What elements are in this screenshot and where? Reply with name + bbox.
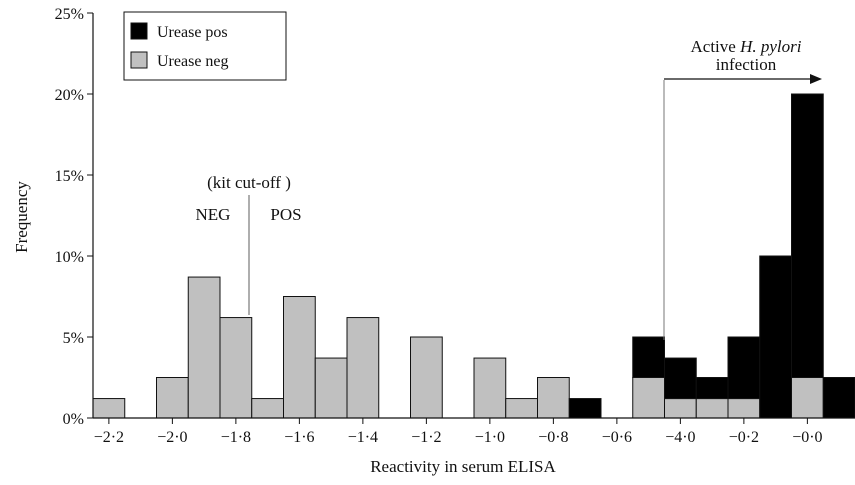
x-axis-label: Reactivity in serum ELISA: [370, 457, 556, 476]
x-tick-label: −1·8: [221, 429, 251, 446]
bar-urease-neg-1: [92, 398, 126, 419]
bar-urease-neg-19: [664, 398, 697, 419]
bar-urease-neg-7: [283, 296, 316, 419]
x-tick-label: −1·6: [284, 429, 314, 446]
bar-urease-neg-3: [156, 377, 189, 419]
arrow-head-icon: [810, 74, 822, 84]
legend: Urease pos Urease neg: [123, 11, 287, 81]
legend-label-urease-neg: Urease neg: [157, 53, 229, 70]
legend-swatch-urease-pos: [130, 22, 148, 40]
pos-label: POS: [270, 205, 301, 224]
active-infection-label-line1: Active H. pylori: [691, 37, 802, 56]
bar-urease-neg-20: [695, 398, 729, 419]
x-tick-label: −0·6: [602, 429, 632, 446]
bar-urease-pos-20: [695, 377, 729, 400]
x-tick-label: −0·2: [729, 429, 759, 446]
bar-urease-neg-6: [251, 398, 284, 419]
y-tick-label: 25%: [55, 6, 84, 23]
bar-urease-neg-9: [346, 317, 380, 419]
y-tick-label: 10%: [55, 249, 84, 266]
bar-urease-neg-5: [219, 317, 253, 419]
legend-label-urease-pos: Urease pos: [157, 24, 228, 41]
bar-urease-neg-15: [537, 377, 570, 419]
bar-urease-neg-13: [473, 357, 507, 419]
bar-urease-pos-21: [727, 336, 761, 400]
axes-layer: [92, 13, 855, 419]
y-tick-label: 0%: [63, 411, 84, 428]
bar-urease-neg-18: [632, 377, 665, 419]
bars-layer: [92, 93, 855, 419]
bar-urease-neg-11: [410, 336, 443, 419]
legend-swatch-urease-neg: [130, 51, 148, 69]
x-tick-label: −1·0: [475, 429, 505, 446]
x-tick-label: −2·2: [94, 429, 124, 446]
x-tick-label: −2·0: [157, 429, 187, 446]
bar-urease-neg-4: [187, 276, 221, 419]
bar-urease-pos-18: [632, 336, 665, 378]
active-label-italic: H. pylori: [739, 37, 802, 56]
x-tick-label: −4·0: [665, 429, 695, 446]
bar-urease-neg-21: [727, 398, 761, 419]
bar-urease-pos-19: [664, 357, 697, 400]
cutoff-label: (kit cut-off ): [207, 173, 291, 192]
x-tick-label: −1·2: [411, 429, 441, 446]
active-infection-label-line2: infection: [716, 55, 777, 74]
x-tick-label: −0·8: [538, 429, 568, 446]
x-tick-label: −1·4: [348, 429, 378, 446]
bar-urease-pos-23: [791, 93, 824, 378]
active-label-prefix: Active: [691, 37, 741, 56]
bar-urease-pos-24: [822, 377, 855, 419]
y-tick-label: 15%: [55, 168, 84, 185]
x-tick-label: −0·0: [792, 429, 822, 446]
bar-urease-pos-22: [759, 255, 792, 419]
bar-urease-neg-14: [505, 398, 538, 419]
bar-urease-neg-8: [314, 357, 348, 419]
neg-label: NEG: [196, 205, 231, 224]
bar-urease-pos-16: [568, 398, 602, 419]
y-ticks: 0% 5% 10% 15% 20% 25%: [55, 6, 93, 428]
y-tick-label: 5%: [63, 330, 84, 347]
legend-box: [123, 11, 287, 81]
y-axis-label: Frequency: [12, 181, 31, 253]
bar-urease-neg-23: [791, 377, 824, 419]
y-tick-label: 20%: [55, 87, 84, 104]
x-ticks: −2·2 −2·0 −1·8 −1·6 −1·4 −1·2 −1·0 −0·8 −0·6 −4·0…: [94, 418, 823, 446]
